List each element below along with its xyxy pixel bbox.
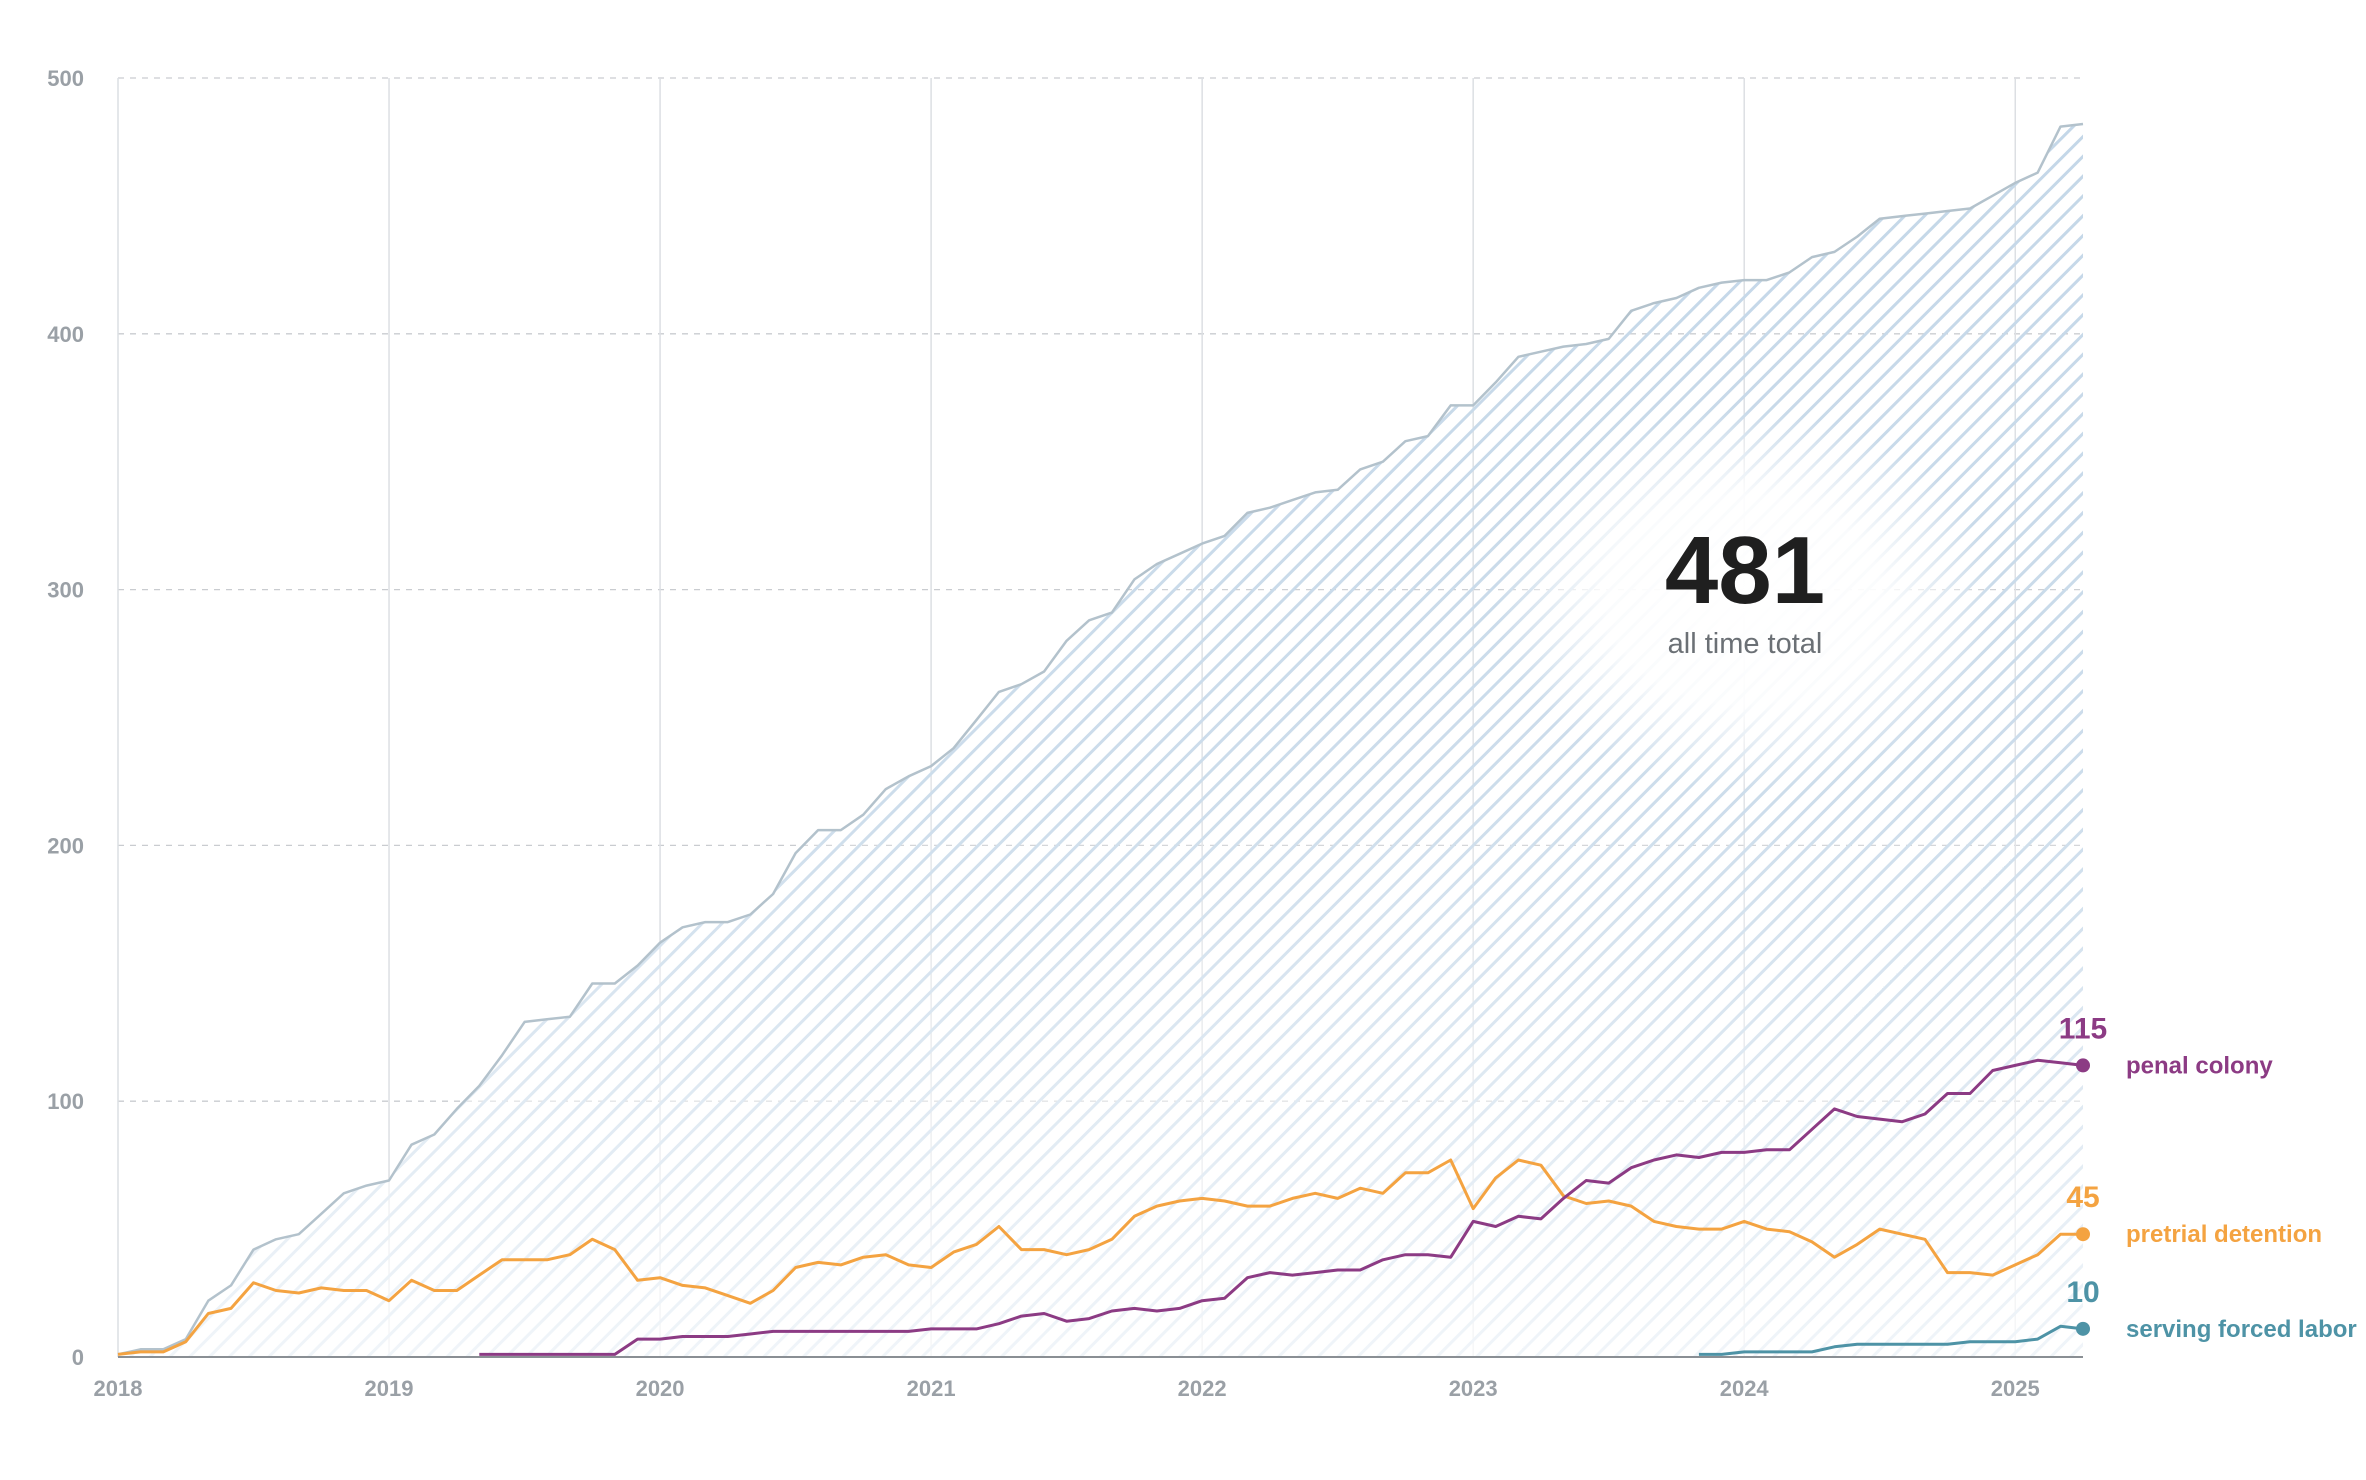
x-tick-label: 2023 xyxy=(1449,1376,1498,1401)
serving-forced-labor-line xyxy=(1698,1324,2084,1356)
penal-colony-end-point xyxy=(2076,1058,2090,1073)
serving-forced-labor-label: serving forced labor xyxy=(2126,1316,2357,1343)
highlight-caption: all time total xyxy=(1668,628,1823,660)
x-tick-label: 2020 xyxy=(636,1376,685,1401)
serving-forced-labor-end-point xyxy=(2076,1321,2090,1336)
series-lines xyxy=(117,1058,2090,1356)
highlight-glow xyxy=(1495,410,1995,790)
y-tick-label: 400 xyxy=(47,322,84,347)
total-line xyxy=(117,122,2084,1356)
y-tick-label: 0 xyxy=(72,1345,84,1370)
x-tick-label: 2025 xyxy=(1991,1376,2040,1401)
penal-colony-line xyxy=(479,1058,2084,1356)
penal-colony-label: penal colony xyxy=(2126,1052,2273,1079)
total-area xyxy=(117,122,2084,1357)
y-tick-label: 300 xyxy=(47,578,84,603)
highlight-value: 481 xyxy=(1665,517,1825,624)
pretrial-detention-label: pretrial detention xyxy=(2126,1221,2322,1248)
penal-colony-end-value: 115 xyxy=(2059,1012,2107,1045)
y-tick-label: 500 xyxy=(47,66,84,91)
axes: 0 100 200 300 400 500 2018 2019 2020 2021 2022 2023… xyxy=(47,66,2083,1401)
y-tick-label: 100 xyxy=(47,1089,84,1114)
pretrial-detention-end-point xyxy=(2076,1227,2090,1242)
pretrial-detention-end-value: 45 xyxy=(2066,1181,2099,1214)
x-tick-label: 2019 xyxy=(365,1376,414,1401)
y-tick-label: 200 xyxy=(47,833,84,858)
x-tick-label: 2021 xyxy=(907,1376,956,1401)
total-area-fade xyxy=(118,124,2083,1357)
x-tick-label: 2022 xyxy=(1178,1376,1227,1401)
series-labels: 45 pretrial detention 115 penal colony 10 ser… xyxy=(2059,1012,2357,1342)
x-tick-label: 2018 xyxy=(94,1376,143,1401)
pretrial-detention-line xyxy=(117,1158,2083,1356)
x-tick-label: 2024 xyxy=(1720,1376,1770,1401)
serving-forced-labor-end-value: 10 xyxy=(2066,1276,2099,1309)
